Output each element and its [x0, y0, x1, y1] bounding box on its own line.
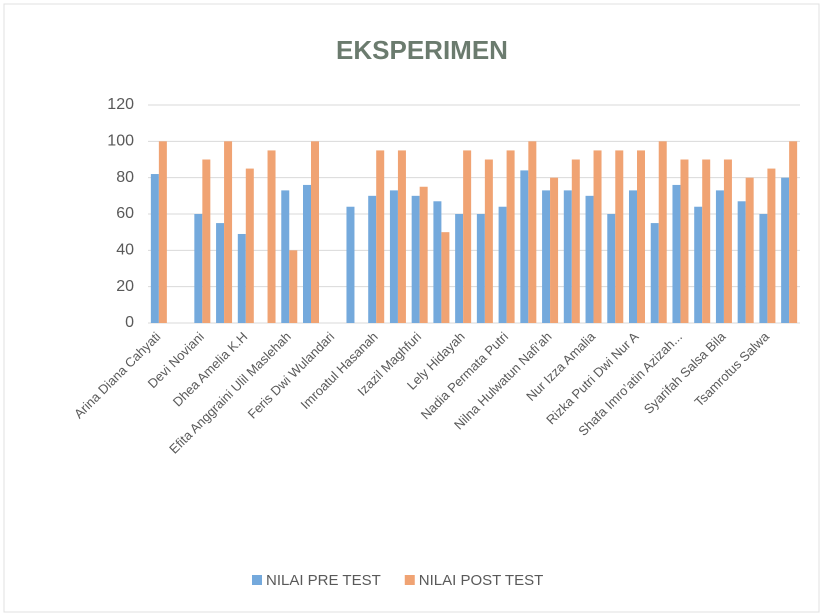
legend-swatch	[404, 575, 415, 585]
x-tick-label: Dhea Amelia K.H	[170, 329, 251, 410]
y-tick-label: 80	[116, 169, 134, 186]
bar	[745, 177, 754, 323]
bar	[629, 190, 637, 323]
y-tick-label: 60	[116, 205, 134, 222]
y-tick-label: 20	[116, 278, 134, 295]
bar	[571, 159, 580, 323]
bar	[194, 214, 203, 323]
bar	[593, 150, 602, 323]
bar	[245, 168, 254, 323]
bar	[767, 168, 776, 323]
bar	[150, 174, 159, 323]
bar	[346, 206, 355, 323]
bar	[463, 150, 472, 323]
bar	[615, 150, 624, 323]
bar	[563, 190, 572, 323]
bar	[542, 190, 551, 323]
bar	[368, 195, 377, 323]
bar	[237, 233, 246, 323]
bar	[789, 141, 798, 323]
chart-frame	[3, 3, 820, 613]
legend-label: NILAI POST TEST	[419, 572, 543, 589]
bar	[281, 190, 290, 323]
bar	[637, 150, 645, 323]
bar	[680, 159, 689, 323]
bar	[376, 150, 385, 323]
bar	[550, 177, 559, 323]
bar	[433, 201, 442, 323]
bar	[216, 223, 225, 323]
bar	[289, 250, 298, 323]
y-tick-label: 0	[125, 314, 134, 331]
bar	[158, 141, 167, 323]
bar	[303, 184, 311, 323]
x-tick-label: Tsamrotus Salwa	[691, 328, 772, 409]
bar	[498, 206, 507, 323]
y-tick-label: 100	[107, 133, 134, 150]
bar	[441, 232, 450, 323]
bar	[528, 141, 537, 323]
bar	[311, 141, 319, 323]
bar	[585, 195, 594, 323]
bar	[419, 186, 428, 323]
bar	[694, 206, 703, 323]
legend-swatch	[252, 575, 262, 585]
legend-label: NILAI PRE TEST	[266, 572, 381, 589]
x-tick-label: Syarifah Salsa Bila	[641, 328, 729, 416]
bar	[658, 141, 667, 323]
bar	[202, 159, 211, 323]
bar	[723, 159, 732, 323]
bar	[484, 159, 493, 323]
y-tick-label: 40	[116, 242, 134, 259]
y-tick-label: 120	[107, 96, 134, 113]
bar	[389, 190, 398, 323]
bar	[411, 195, 420, 323]
bar	[759, 214, 768, 323]
bar	[397, 150, 406, 323]
bar	[267, 150, 276, 323]
bar	[476, 214, 485, 323]
bar	[520, 170, 529, 323]
bar	[455, 214, 464, 323]
bar	[506, 150, 515, 323]
bar	[650, 223, 659, 323]
bar	[737, 201, 746, 323]
bar	[781, 177, 790, 323]
bar	[715, 190, 724, 323]
bar	[224, 141, 233, 323]
bar	[607, 214, 616, 323]
bar	[702, 159, 711, 323]
bar	[672, 184, 681, 323]
x-tick-label: Imroatul Hasanah	[298, 329, 381, 412]
chart-title: EKSPERIMEN	[336, 35, 508, 65]
